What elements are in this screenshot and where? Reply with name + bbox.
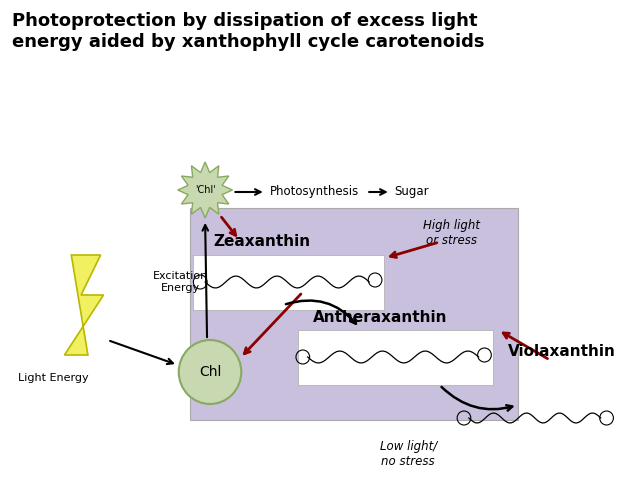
Text: Violaxanthin: Violaxanthin [508,345,616,360]
Text: Antheraxanthin: Antheraxanthin [312,311,447,325]
Text: Zeaxanthin: Zeaxanthin [213,235,310,250]
Polygon shape [178,162,232,218]
Text: Excitation
Energy: Excitation Energy [153,271,209,293]
Circle shape [179,340,241,404]
Text: Low light/
no stress: Low light/ no stress [380,440,437,468]
Text: Chl: Chl [199,365,221,379]
FancyBboxPatch shape [193,255,384,310]
Text: High light
or stress: High light or stress [423,219,480,247]
FancyBboxPatch shape [191,208,518,420]
Text: Sugar: Sugar [395,185,429,199]
Text: 'Chl': 'Chl' [195,185,216,195]
Text: Light Energy: Light Energy [19,373,89,383]
Polygon shape [65,255,104,355]
Text: Photosynthesis: Photosynthesis [269,185,359,199]
FancyBboxPatch shape [298,330,493,385]
Text: Photoprotection by dissipation of excess light
energy aided by xanthophyll cycle: Photoprotection by dissipation of excess… [12,12,484,51]
